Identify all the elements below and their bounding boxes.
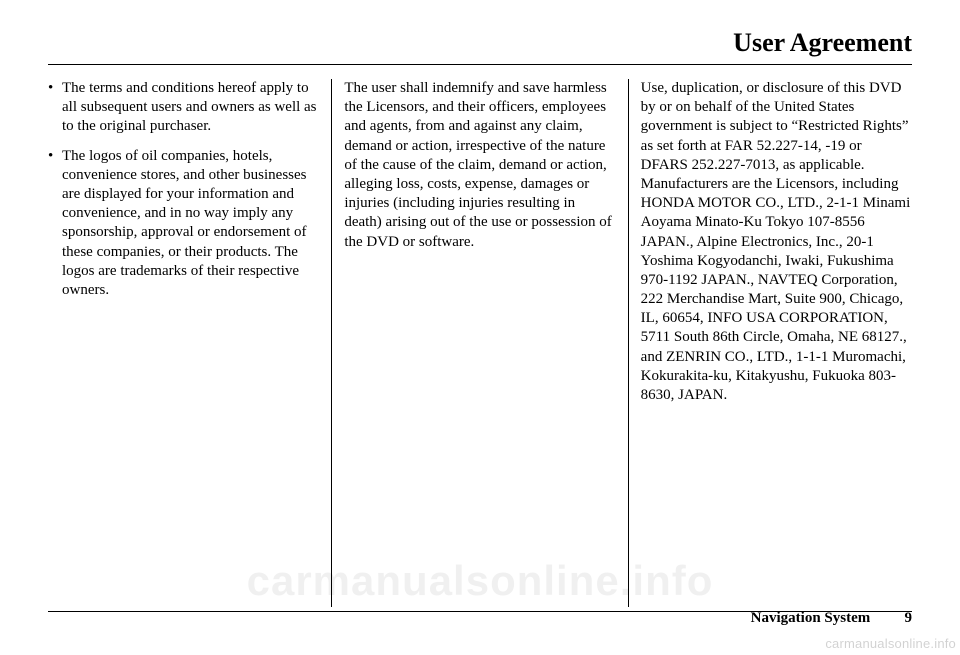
page-container: User Agreement The terms and conditions … <box>48 28 912 627</box>
paragraph: Use, duplication, or disclosure of this … <box>641 79 912 405</box>
page-title: User Agreement <box>48 28 912 64</box>
watermark-small: carmanualsonline.info <box>825 636 956 651</box>
page-number: 9 <box>888 610 912 627</box>
paragraph: The user shall indemnify and save harmle… <box>344 79 615 252</box>
footer-label: Navigation System <box>751 610 871 626</box>
column-3: Use, duplication, or disclosure of this … <box>629 79 912 607</box>
column-1: The terms and conditions hereof apply to… <box>48 79 331 607</box>
bullet-list: The terms and conditions hereof apply to… <box>48 79 319 300</box>
header-rule <box>48 64 912 65</box>
footer: Navigation System 9 <box>751 610 912 627</box>
list-item: The logos of oil companies, hotels, conv… <box>48 147 319 301</box>
columns-container: The terms and conditions hereof apply to… <box>48 79 912 607</box>
list-item-text: The terms and conditions hereof apply to… <box>62 80 317 134</box>
list-item-text: The logos of oil companies, hotels, conv… <box>62 148 307 298</box>
list-item: The terms and conditions hereof apply to… <box>48 79 319 137</box>
watermark-large: carmanualsonline.info <box>247 557 714 605</box>
column-2: The user shall indemnify and save harmle… <box>332 79 627 607</box>
